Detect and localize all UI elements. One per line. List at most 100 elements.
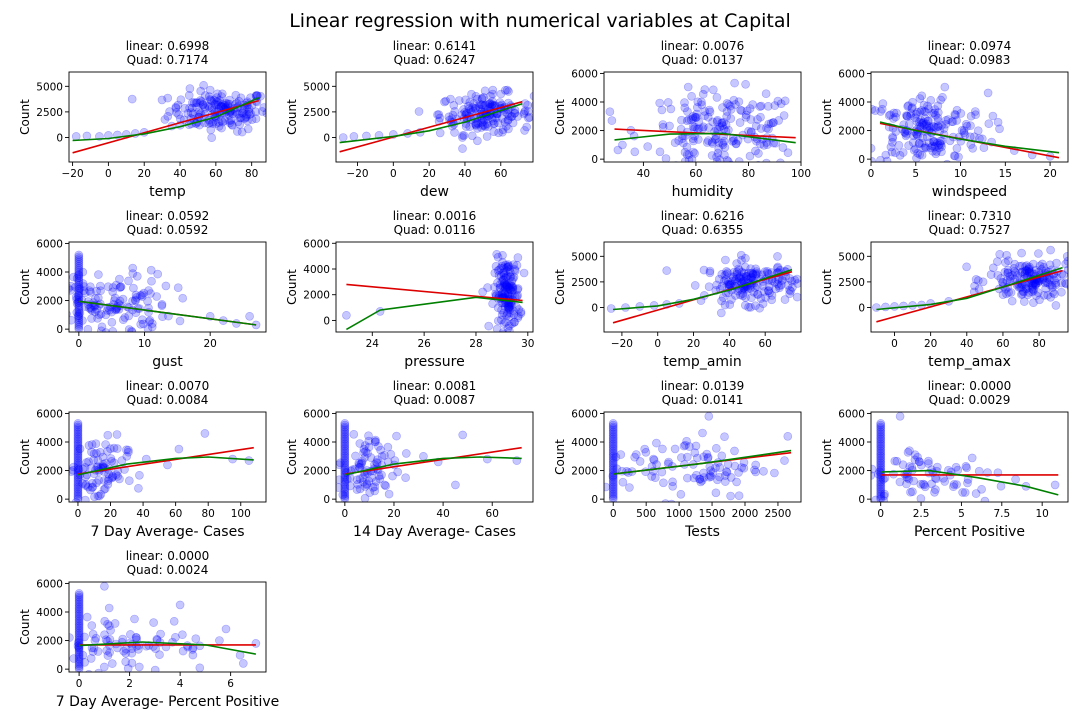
data-point <box>86 339 94 347</box>
data-point <box>465 97 475 107</box>
data-point <box>876 107 886 116</box>
data-point <box>920 142 930 151</box>
data-point <box>973 126 983 135</box>
data-point <box>954 152 963 162</box>
data-point <box>414 107 424 116</box>
data-point <box>687 92 696 101</box>
data-point <box>73 434 83 444</box>
data-point <box>770 101 780 110</box>
data-point <box>207 96 216 106</box>
data-point <box>608 489 618 499</box>
y-tick-label: 0 <box>858 302 865 314</box>
data-point <box>1038 259 1047 269</box>
data-point <box>499 270 509 280</box>
data-point <box>74 625 84 634</box>
data-point <box>657 105 667 115</box>
data-point <box>910 113 920 123</box>
x-tick-label: 0 <box>891 338 898 350</box>
data-point <box>703 136 713 145</box>
data-point <box>236 93 246 103</box>
data-point <box>604 482 611 492</box>
data-point <box>73 420 83 430</box>
y-tick-label: 2500 <box>36 107 63 119</box>
data-point <box>506 280 516 290</box>
data-point <box>625 483 634 492</box>
data-point <box>91 633 101 643</box>
data-point <box>962 262 971 272</box>
data-point <box>608 419 618 428</box>
data-point <box>506 272 516 282</box>
data-point <box>970 281 979 291</box>
data-point <box>73 477 83 487</box>
data-point <box>960 488 970 497</box>
data-point <box>75 444 85 454</box>
data-point <box>92 286 101 296</box>
data-point <box>658 444 667 454</box>
data-point <box>374 442 383 451</box>
data-point <box>776 99 786 108</box>
data-point <box>106 454 116 463</box>
data-point <box>340 479 350 489</box>
data-point <box>220 100 229 110</box>
y-tick-label: 0 <box>56 664 63 676</box>
linear-fit-line <box>72 99 260 154</box>
data-point <box>171 103 181 113</box>
data-point <box>92 448 101 458</box>
data-point <box>200 104 210 113</box>
data-point <box>188 103 197 113</box>
data-point <box>677 453 686 462</box>
data-point <box>523 107 533 116</box>
x-tick-label: 60 <box>758 338 771 350</box>
data-point <box>72 273 82 283</box>
data-point <box>947 117 957 126</box>
data-point <box>500 86 510 95</box>
data-point <box>786 286 796 296</box>
data-point <box>767 291 777 300</box>
data-point <box>742 106 752 116</box>
data-point <box>244 456 254 465</box>
data-point <box>509 310 519 319</box>
data-point <box>497 261 507 271</box>
data-point <box>74 303 84 313</box>
y-tick-label: 0 <box>323 494 330 506</box>
x-tick-label: 40 <box>458 168 471 180</box>
data-point <box>711 443 721 453</box>
data-point <box>971 110 980 119</box>
data-point <box>73 460 83 470</box>
data-point <box>86 287 95 297</box>
data-point <box>958 488 967 497</box>
data-point <box>132 641 141 651</box>
data-point <box>458 131 467 140</box>
data-point <box>340 493 350 502</box>
y-axis-label: Count <box>820 99 834 135</box>
data-point <box>940 168 948 176</box>
data-point <box>696 477 706 487</box>
data-point <box>85 286 94 296</box>
data-point <box>931 149 941 159</box>
data-point <box>758 281 768 291</box>
data-point <box>118 503 126 511</box>
x-tick-label: 0 <box>76 678 83 690</box>
data-point <box>74 657 84 667</box>
data-point <box>608 491 618 501</box>
data-point <box>104 603 114 613</box>
data-point <box>128 296 137 306</box>
data-point <box>724 280 734 289</box>
data-point <box>338 490 348 500</box>
data-point <box>492 250 502 259</box>
data-point <box>78 650 88 660</box>
data-point <box>87 447 96 457</box>
data-point <box>933 101 943 111</box>
data-point <box>362 479 372 489</box>
data-point <box>504 261 513 271</box>
data-point <box>966 121 975 130</box>
data-point <box>178 646 188 656</box>
data-point <box>340 489 350 499</box>
data-point <box>505 264 514 274</box>
data-point <box>479 93 488 102</box>
data-point <box>713 116 722 125</box>
data-point <box>465 122 475 131</box>
